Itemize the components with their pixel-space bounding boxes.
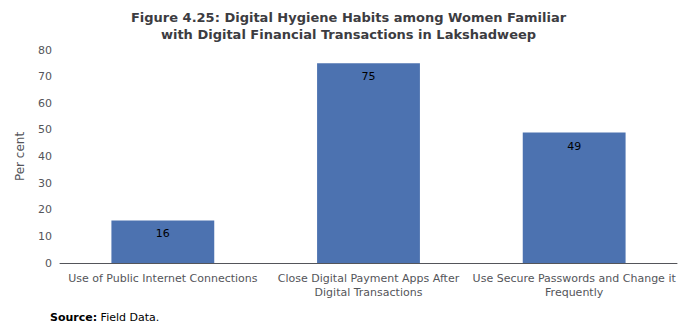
- svg-text:50: 50: [38, 123, 52, 136]
- svg-text:20: 20: [38, 203, 52, 216]
- svg-text:Frequently: Frequently: [545, 286, 604, 299]
- svg-text:Figure 4.25: Digital Hygiene H: Figure 4.25: Digital Hygiene Habits amon…: [131, 10, 567, 25]
- svg-text:Use Secure Passwords and Chang: Use Secure Passwords and Change it: [473, 272, 677, 285]
- svg-text:75: 75: [362, 70, 376, 83]
- svg-text:30: 30: [38, 177, 52, 190]
- svg-text:Use of Public Internet Connect: Use of Public Internet Connections: [68, 272, 258, 285]
- svg-text:80: 80: [38, 44, 52, 57]
- svg-text:Digital Transactions: Digital Transactions: [315, 286, 423, 299]
- svg-text:0: 0: [45, 257, 52, 270]
- svg-text:60: 60: [38, 97, 52, 110]
- svg-text:16: 16: [156, 227, 170, 240]
- svg-text:40: 40: [38, 150, 52, 163]
- svg-text:with Digital Financial Transac: with Digital Financial Transactions in L…: [161, 27, 536, 42]
- svg-text:Source:: Source:: [50, 311, 97, 324]
- svg-text:49: 49: [567, 140, 581, 153]
- svg-text:Per cent: Per cent: [13, 132, 27, 182]
- svg-text:Close Digital Payment Apps Aft: Close Digital Payment Apps After: [278, 272, 460, 285]
- svg-text:Field Data.: Field Data.: [101, 311, 160, 324]
- svg-text:70: 70: [38, 70, 52, 83]
- svg-text:10: 10: [38, 230, 52, 243]
